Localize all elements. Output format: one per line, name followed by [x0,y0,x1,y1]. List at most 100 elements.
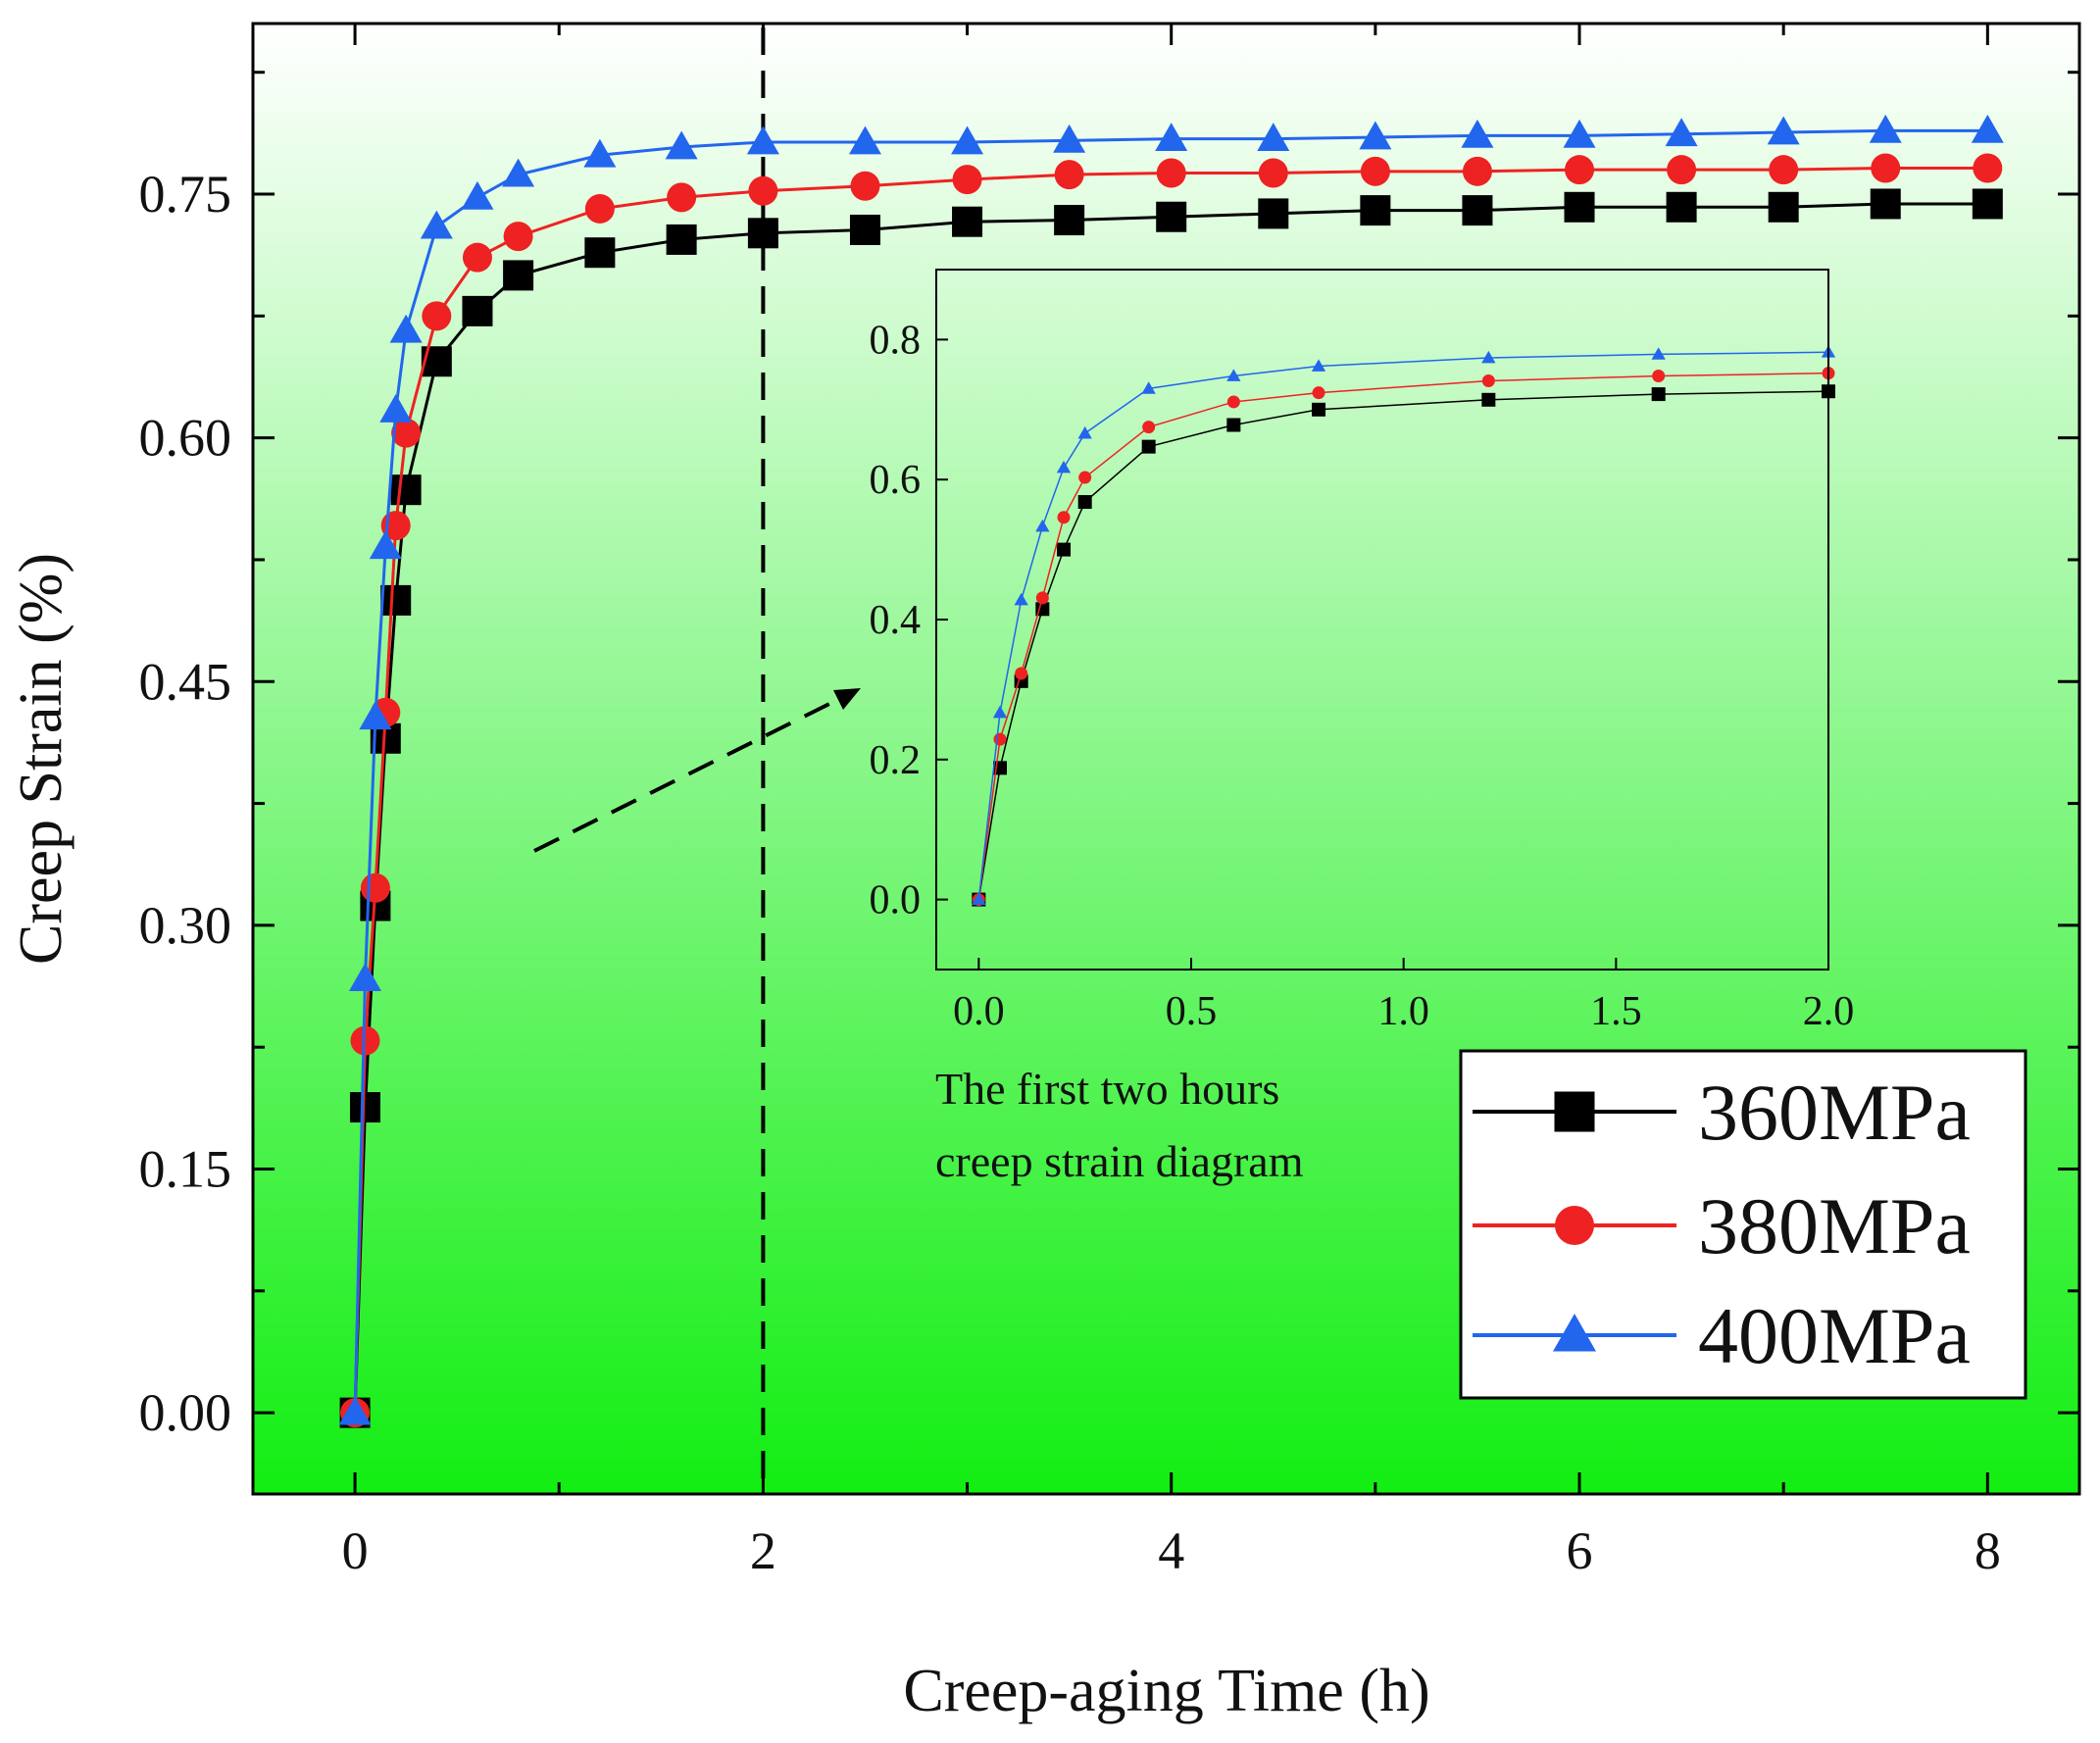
point-360mpa [666,224,697,255]
inset-point-360mpa [1077,495,1092,510]
legend: 360MPa 380MPa 400MPa [1459,1049,2027,1400]
inset-point-400mpa [1226,369,1241,381]
point-380mpa [1769,155,1799,185]
inset-series-group [972,345,1836,907]
y-axis-title: Creep Strain (%) [8,553,75,965]
legend-label: 400MPa [1698,1291,1971,1380]
inset-point-380mpa [993,732,1007,746]
inset-y-tick-label: 0.6 [870,458,922,503]
point-380mpa [1360,156,1390,186]
point-360mpa [1870,188,1901,220]
point-360mpa [1054,205,1085,236]
inset-pointer-arrow [533,688,861,853]
plot-frame [251,22,2081,1496]
inset-point-400mpa [1014,592,1028,606]
legend-label: 360MPa [1698,1068,1971,1157]
point-380mpa [850,171,880,201]
y-tick-label: 0.15 [139,1140,232,1199]
point-400mpa [1869,114,1902,143]
point-380mpa [1462,156,1492,186]
inset-line-380mpa [977,372,1829,900]
x-tick-label: 6 [1567,1521,1593,1580]
inset-y-tick-label: 0.2 [870,738,922,783]
point-400mpa [1665,118,1698,147]
point-400mpa [1257,123,1290,152]
inset-point-400mpa [972,892,986,905]
inset-point-400mpa [1035,519,1050,532]
point-400mpa [338,1396,372,1425]
inset-x-tick-label: 1.5 [1590,989,1642,1034]
legend-marker [1554,1091,1595,1132]
point-360mpa [503,260,534,291]
legend-marker [1555,1206,1594,1245]
point-360mpa [1258,198,1289,229]
point-380mpa [584,193,615,224]
point-400mpa [461,180,494,210]
inset-x-tick-label: 0.5 [1166,989,1218,1034]
point-400mpa [848,125,881,155]
inset-point-360mpa [1481,392,1496,407]
point-360mpa [390,474,422,506]
point-380mpa [360,872,390,903]
y-tick-label: 0.30 [139,896,232,955]
point-400mpa [359,701,392,730]
y-tick-label: 0.75 [139,165,232,224]
inset-y-tick-label: 0.8 [870,318,922,363]
point-360mpa [747,218,778,249]
inset-point-380mpa [1226,395,1240,409]
main-series-group [338,114,2004,1428]
x-tick-label: 8 [1975,1521,2001,1580]
point-400mpa [951,125,984,155]
inset-x-tick-label: 0.0 [953,989,1005,1034]
point-400mpa [1563,119,1596,148]
inset-line-400mpa [977,351,1829,900]
inset-point-400mpa [1077,425,1092,439]
inset-caption-line1: The first two hours [935,1064,1279,1114]
point-400mpa [369,530,402,560]
point-380mpa [503,222,533,252]
point-360mpa [1768,191,1799,223]
point-360mpa [584,237,616,269]
inset-point-380mpa [1142,421,1156,434]
point-380mpa [1258,158,1288,188]
line-360mpa [353,202,1988,1414]
point-380mpa [1156,158,1186,188]
series-400mpa [338,114,2004,1425]
point-360mpa [1666,191,1697,223]
y-tick-label: 0.00 [139,1383,232,1442]
inset-point-360mpa [1226,418,1241,432]
inset-point-360mpa [1312,402,1325,417]
point-380mpa [1667,155,1697,185]
inset-point-360mpa [1057,542,1071,557]
point-360mpa [952,206,983,237]
point-400mpa [420,210,453,239]
point-400mpa [1359,121,1392,150]
point-380mpa [1973,153,2003,183]
inset-point-360mpa [1141,439,1156,454]
x-axis-title: Creep-aging Time (h) [903,1658,1429,1724]
point-360mpa [1360,195,1391,226]
legend-marker [1553,1314,1596,1352]
point-400mpa [389,314,423,343]
point-360mpa [349,1092,380,1123]
inset-point-400mpa [1481,350,1496,364]
point-380mpa [391,418,422,448]
inset-series-380mpa [972,367,1835,907]
y-tick-label: 0.45 [139,652,232,711]
inset-point-380mpa [1078,471,1092,484]
point-400mpa [1155,123,1188,152]
point-360mpa [1156,201,1187,232]
point-380mpa [667,182,697,213]
x-tick-label: 4 [1158,1521,1184,1580]
point-400mpa [379,393,413,423]
point-380mpa [1054,160,1084,190]
inset-point-400mpa [1651,347,1666,360]
inset-x-tick-label: 1.0 [1377,989,1429,1034]
point-360mpa [380,584,412,616]
y-tick-label: 0.60 [139,409,232,468]
x-tick-label: 0 [342,1521,369,1580]
inset-series-400mpa [972,345,1836,905]
line-400mpa [353,128,1988,1414]
inset-frame [935,269,1829,971]
point-360mpa [1564,191,1595,223]
